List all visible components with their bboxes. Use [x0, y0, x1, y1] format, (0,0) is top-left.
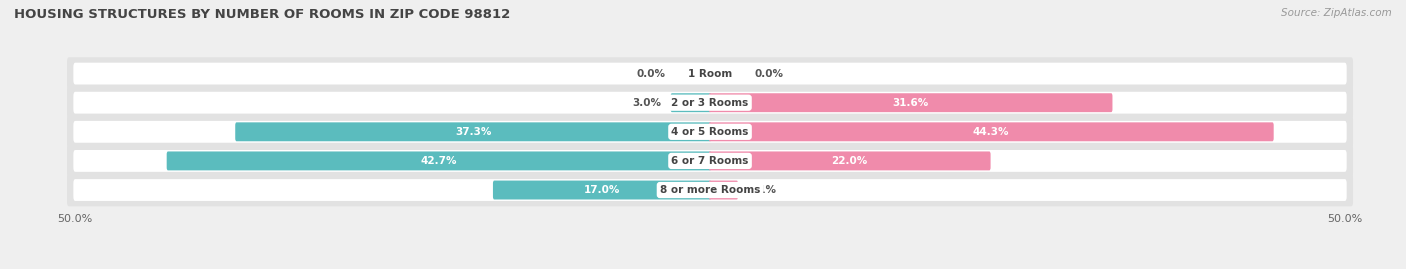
- Text: HOUSING STRUCTURES BY NUMBER OF ROOMS IN ZIP CODE 98812: HOUSING STRUCTURES BY NUMBER OF ROOMS IN…: [14, 8, 510, 21]
- FancyBboxPatch shape: [67, 115, 1353, 148]
- FancyBboxPatch shape: [494, 180, 711, 200]
- Text: 17.0%: 17.0%: [583, 185, 620, 195]
- FancyBboxPatch shape: [709, 122, 1274, 141]
- Text: 1 Room: 1 Room: [688, 69, 733, 79]
- FancyBboxPatch shape: [67, 174, 1353, 206]
- Text: 6 or 7 Rooms: 6 or 7 Rooms: [671, 156, 749, 166]
- FancyBboxPatch shape: [73, 121, 1347, 143]
- Text: Source: ZipAtlas.com: Source: ZipAtlas.com: [1281, 8, 1392, 18]
- FancyBboxPatch shape: [67, 57, 1353, 90]
- Text: 44.3%: 44.3%: [973, 127, 1010, 137]
- FancyBboxPatch shape: [73, 150, 1347, 172]
- FancyBboxPatch shape: [73, 92, 1347, 114]
- Text: 42.7%: 42.7%: [420, 156, 457, 166]
- FancyBboxPatch shape: [709, 180, 738, 200]
- FancyBboxPatch shape: [671, 93, 711, 112]
- Text: 37.3%: 37.3%: [456, 127, 492, 137]
- FancyBboxPatch shape: [709, 93, 1112, 112]
- FancyBboxPatch shape: [73, 63, 1347, 84]
- Text: 22.0%: 22.0%: [831, 156, 868, 166]
- Text: 2.1%: 2.1%: [747, 185, 776, 195]
- Text: 8 or more Rooms: 8 or more Rooms: [659, 185, 761, 195]
- FancyBboxPatch shape: [235, 122, 711, 141]
- FancyBboxPatch shape: [67, 86, 1353, 119]
- FancyBboxPatch shape: [167, 151, 711, 170]
- Text: 2 or 3 Rooms: 2 or 3 Rooms: [672, 98, 748, 108]
- Text: 4 or 5 Rooms: 4 or 5 Rooms: [671, 127, 749, 137]
- Text: 0.0%: 0.0%: [637, 69, 665, 79]
- Text: 31.6%: 31.6%: [893, 98, 929, 108]
- FancyBboxPatch shape: [67, 145, 1353, 177]
- Text: 0.0%: 0.0%: [755, 69, 783, 79]
- FancyBboxPatch shape: [709, 151, 991, 170]
- Text: 3.0%: 3.0%: [633, 98, 662, 108]
- FancyBboxPatch shape: [73, 179, 1347, 201]
